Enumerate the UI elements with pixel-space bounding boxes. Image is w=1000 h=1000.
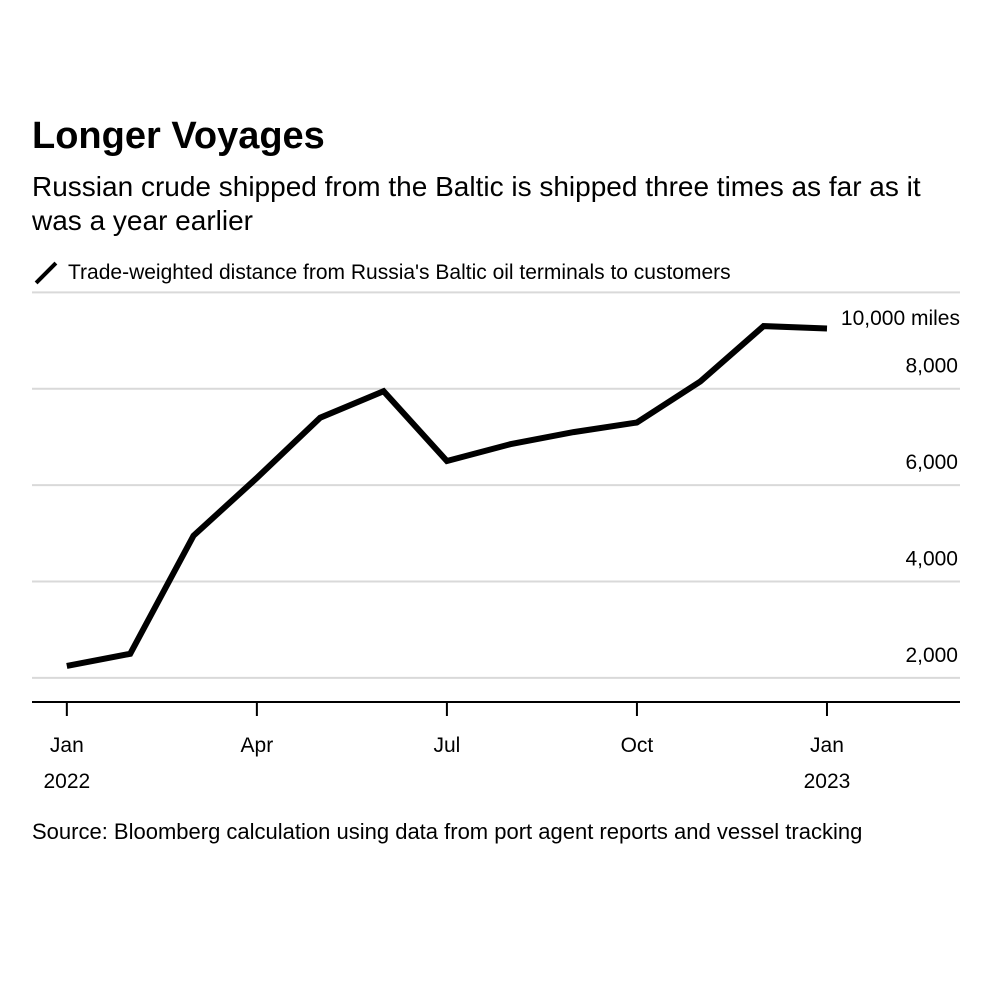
- chart-subtitle: Russian crude shipped from the Baltic is…: [32, 171, 921, 236]
- data-point: [64, 663, 70, 669]
- chart-title: Longer Voyages: [32, 115, 325, 157]
- x-tick-year-label: 2022: [43, 770, 90, 793]
- y-axis-unit-label: 10,000 miles: [840, 307, 960, 330]
- x-tick-year-label: 2023: [804, 770, 851, 793]
- legend: Trade-weighted distance from Russia's Ba…: [32, 258, 731, 288]
- x-tick-label: Jan: [50, 734, 84, 757]
- data-point: [634, 419, 640, 425]
- data-point: [317, 415, 323, 421]
- data-point: [824, 326, 830, 332]
- legend-label: Trade-weighted distance from Russia's Ba…: [68, 261, 731, 284]
- data-point: [254, 475, 260, 481]
- y-tick-label: 4,000: [905, 548, 958, 571]
- x-tick-label: Jul: [433, 734, 460, 757]
- x-tick-label: Apr: [241, 734, 274, 757]
- y-tick-label: 6,000: [905, 451, 958, 474]
- data-point: [571, 429, 577, 435]
- source-note: Source: Bloomberg calculation using data…: [32, 819, 863, 844]
- data-point: [444, 458, 450, 464]
- series-line: [66, 323, 828, 669]
- data-point: [381, 388, 387, 394]
- y-tick-label: 2,000: [905, 644, 958, 667]
- x-tick-label: Oct: [621, 734, 654, 757]
- data-point: [507, 441, 513, 447]
- y-tick-label: 8,000: [905, 355, 958, 378]
- data-point: [761, 323, 767, 329]
- x-tick-label: Jan: [810, 734, 844, 757]
- data-point: [127, 651, 133, 657]
- data-point: [191, 533, 197, 539]
- data-point: [697, 379, 703, 385]
